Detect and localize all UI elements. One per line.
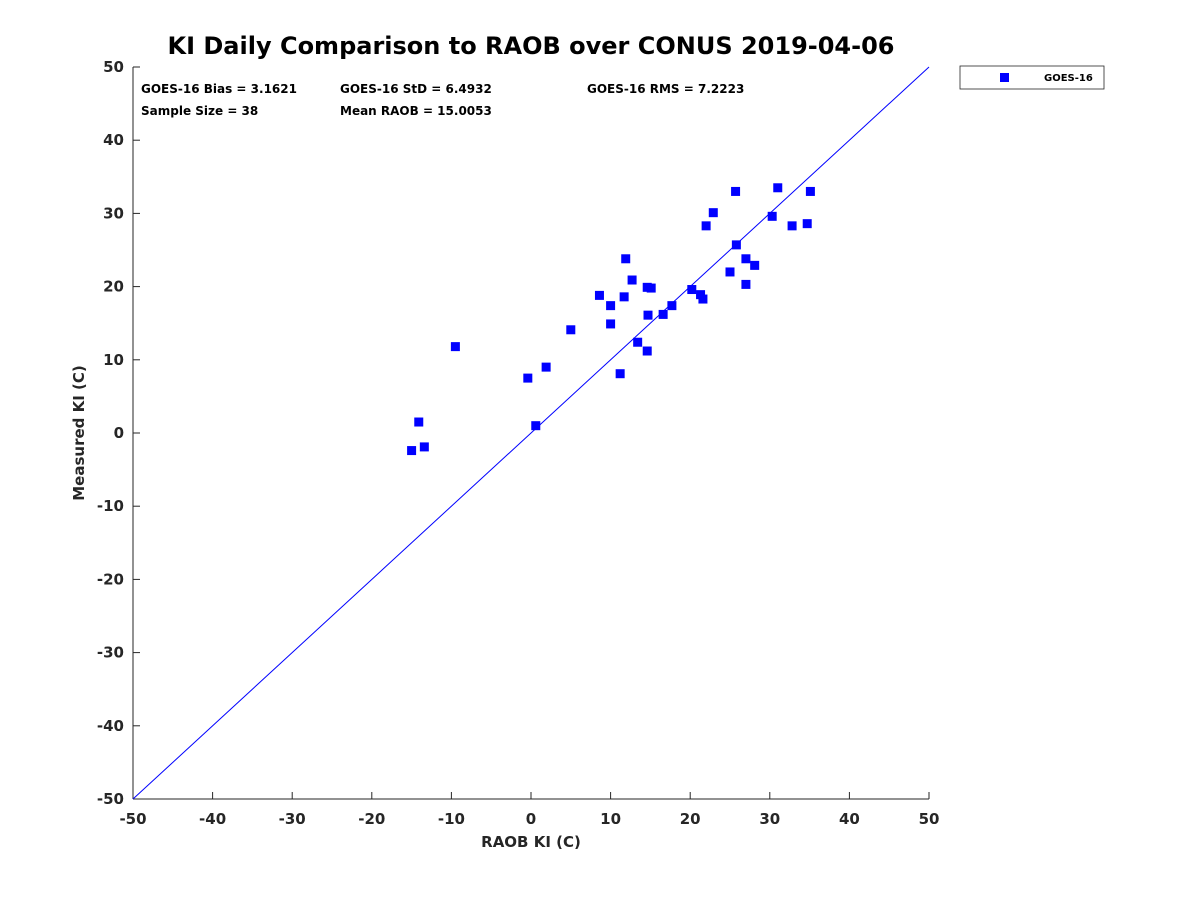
- data-point: [606, 319, 616, 329]
- data-point: [606, 301, 616, 311]
- data-point: [741, 279, 751, 289]
- data-point: [731, 240, 741, 250]
- data-point: [658, 309, 668, 319]
- data-point: [633, 337, 643, 347]
- data-point: [594, 290, 604, 300]
- data-point: [787, 221, 797, 231]
- stat-rms: GOES-16 RMS = 7.2223: [587, 82, 744, 96]
- statistics-annotations: GOES-16 Bias = 3.1621 GOES-16 StD = 6.49…: [141, 82, 744, 118]
- data-point: [767, 211, 777, 221]
- y-axis-label: Measured KI (C): [70, 365, 88, 501]
- data-point: [642, 346, 652, 356]
- x-tick-label: 20: [680, 810, 701, 828]
- stat-bias: GOES-16 Bias = 3.1621: [141, 82, 297, 96]
- data-point: [619, 292, 629, 302]
- data-point: [698, 294, 708, 304]
- stat-mean-raob: Mean RAOB = 15.0053: [340, 104, 492, 118]
- data-point: [407, 446, 417, 456]
- x-tick-label: -40: [199, 810, 226, 828]
- data-point: [541, 362, 551, 372]
- x-tick-label: -10: [438, 810, 465, 828]
- data-point: [627, 275, 637, 285]
- legend-label-goes-16: GOES-16: [1044, 73, 1093, 84]
- y-tick-label: 0: [114, 424, 124, 442]
- x-axis-label: RAOB KI (C): [481, 833, 581, 851]
- y-tick-label: -40: [97, 717, 124, 735]
- data-point: [701, 221, 711, 231]
- y-tick-label: -50: [97, 790, 124, 808]
- legend: GOES-16: [959, 65, 1105, 90]
- x-tick-label: -20: [358, 810, 385, 828]
- data-point: [731, 186, 741, 196]
- data-point: [414, 417, 424, 427]
- data-point: [725, 267, 735, 277]
- data-point: [643, 310, 653, 320]
- y-tick-label: 30: [103, 204, 124, 222]
- data-point: [523, 373, 533, 383]
- data-point: [621, 254, 631, 264]
- data-point: [531, 421, 541, 431]
- x-tick-label: -50: [119, 810, 146, 828]
- y-tick-label: 10: [103, 351, 124, 369]
- y-tick-label: -30: [97, 644, 124, 662]
- data-point: [773, 183, 783, 193]
- x-tick-label: -30: [279, 810, 306, 828]
- one-to-one-line: [132, 66, 930, 800]
- data-point: [615, 369, 625, 379]
- legend-box: [959, 65, 1105, 90]
- data-point: [805, 186, 815, 196]
- x-tick-label: 30: [759, 810, 780, 828]
- data-point: [708, 208, 718, 218]
- data-point: [687, 285, 697, 295]
- data-point: [450, 342, 460, 352]
- chart-title: KI Daily Comparison to RAOB over CONUS 2…: [168, 32, 895, 60]
- plot-area: -50 -40 -30 -20 -10 0 10 20 30 40 50 -50 -40 -30 -20 -1…: [97, 58, 940, 828]
- y-tick-label: -10: [97, 497, 124, 515]
- x-tick-label: 50: [919, 810, 940, 828]
- y-tick-label: 40: [103, 131, 124, 149]
- x-tick-label: 0: [526, 810, 536, 828]
- y-tick-label: 20: [103, 278, 124, 296]
- data-point: [750, 260, 760, 270]
- x-tick-label: 10: [600, 810, 621, 828]
- data-point: [667, 301, 677, 311]
- legend-marker: [1000, 73, 1009, 82]
- data-point: [802, 219, 812, 229]
- data-point: [419, 442, 429, 452]
- data-point: [646, 283, 656, 293]
- data-point: [741, 254, 751, 264]
- data-point: [566, 325, 576, 335]
- x-tick-label: 40: [839, 810, 860, 828]
- stat-std: GOES-16 StD = 6.4932: [340, 82, 492, 96]
- stat-sample-size: Sample Size = 38: [141, 104, 258, 118]
- y-tick-label: 50: [103, 58, 124, 76]
- y-tick-label: -20: [97, 570, 124, 588]
